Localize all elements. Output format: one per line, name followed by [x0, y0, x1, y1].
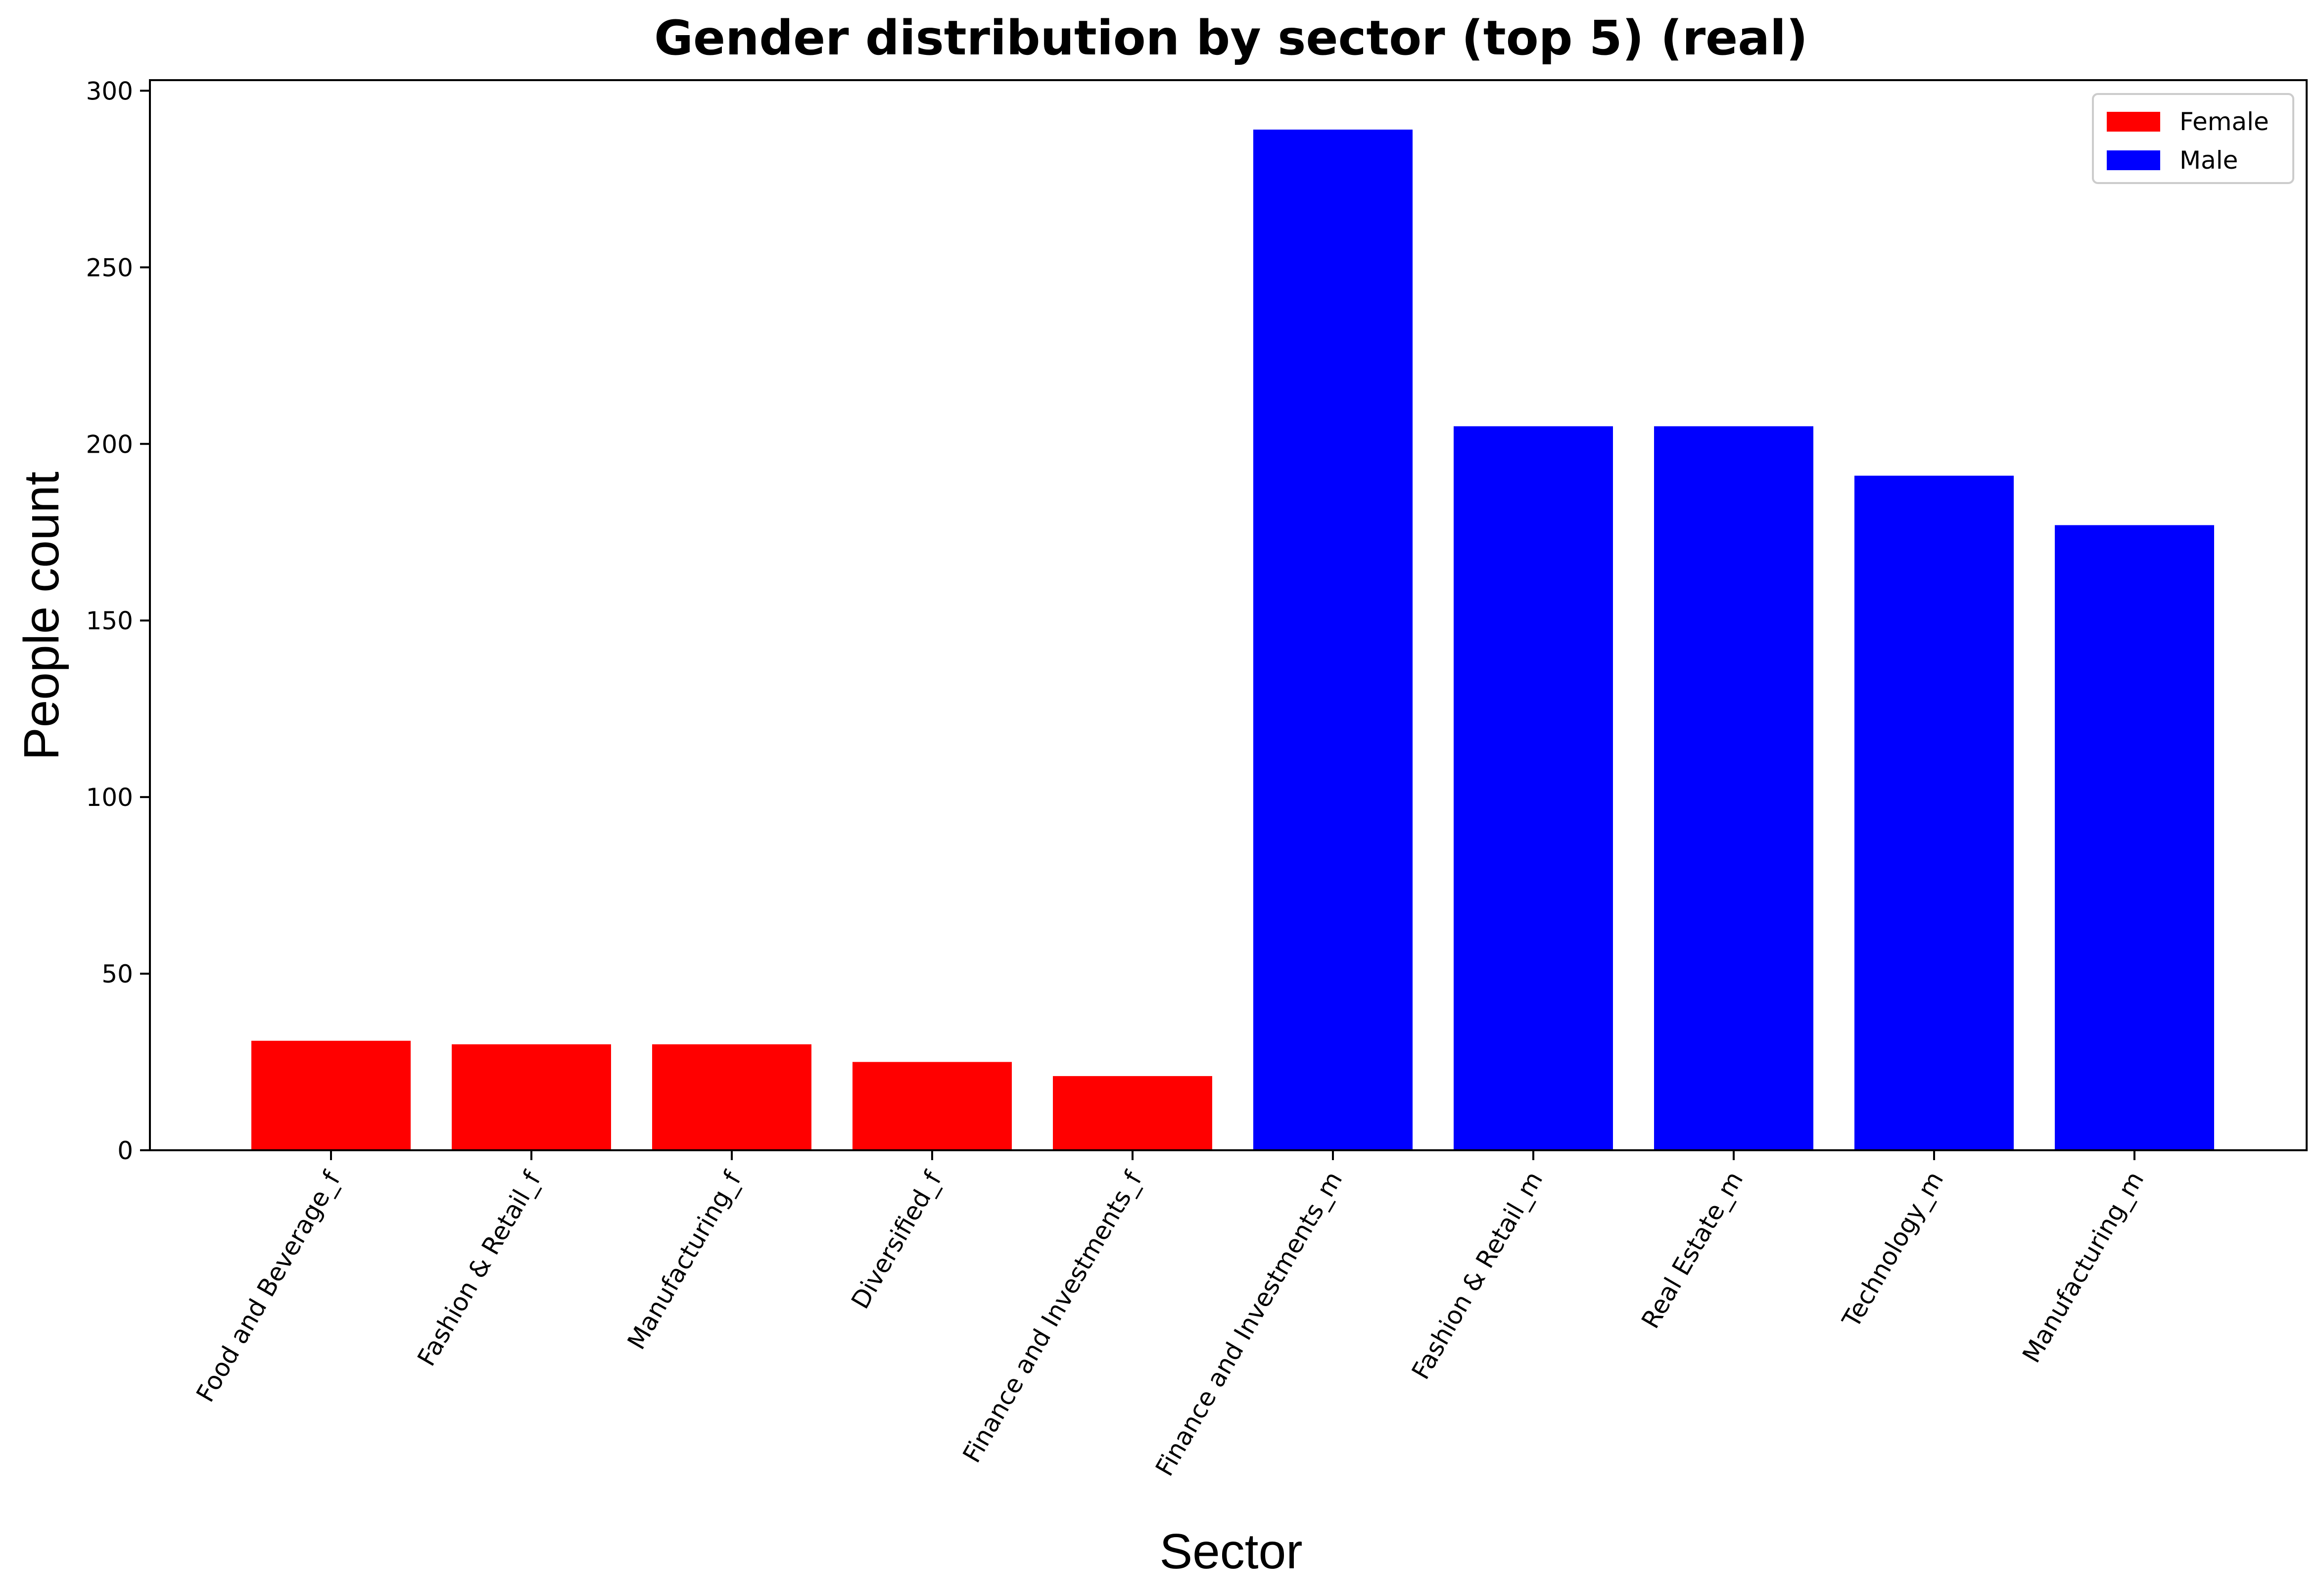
x-tick-label: Fashion & Retail_m	[1406, 1167, 1548, 1384]
legend-label-female: Female	[2179, 107, 2269, 136]
bar-male-5	[1253, 129, 1413, 1150]
bar-male-7	[1654, 426, 1813, 1150]
legend-swatch-female	[2107, 112, 2160, 132]
x-tick-label: Manufacturing_m	[2017, 1167, 2149, 1367]
x-tick-label: Food and Beverage_f	[190, 1166, 346, 1407]
x-axis-label: Sector	[1159, 1524, 1302, 1579]
legend: Female Male	[2092, 93, 2294, 184]
x-tick-label: Manufacturing_f	[622, 1166, 747, 1355]
bar-male-9	[2055, 525, 2214, 1150]
plot-frame	[149, 79, 2308, 1151]
legend-swatch-male	[2107, 150, 2160, 170]
bar-female-3	[852, 1062, 1012, 1150]
x-tick-label: Diversified_f	[846, 1166, 947, 1314]
bar-female-1	[452, 1044, 611, 1150]
chart-title: Gender distribution by sector (top 5) (r…	[654, 10, 1808, 66]
bar-male-6	[1454, 426, 1613, 1150]
y-axis: 0 50 100 150 200 250 300	[86, 77, 150, 1165]
bar-male-8	[1854, 475, 2014, 1150]
x-tick-label: Technology_m	[1837, 1167, 1949, 1333]
x-axis: Food and Beverage_f Fashion & Retail_f Man…	[190, 1150, 2149, 1481]
x-tick-label: Real Estate_m	[1636, 1167, 1749, 1333]
legend-label-male: Male	[2179, 146, 2238, 175]
y-tick-label: 100	[86, 783, 133, 812]
x-tick-label: Finance and Investments_m	[1150, 1167, 1348, 1481]
y-tick-label: 200	[86, 430, 133, 459]
y-tick-label: 250	[86, 253, 133, 282]
bars-group	[251, 129, 2214, 1150]
x-tick-label: Fashion & Retail_f	[412, 1166, 547, 1371]
y-tick-label: 0	[117, 1136, 133, 1165]
y-axis-label: People count	[14, 471, 69, 760]
y-tick-label: 150	[86, 607, 133, 635]
bar-female-2	[652, 1044, 811, 1150]
bar-female-4	[1053, 1076, 1212, 1150]
x-tick-label: Finance and Investments_f	[957, 1166, 1148, 1468]
bar-female-0	[251, 1040, 411, 1150]
y-tick-label: 300	[86, 77, 133, 105]
y-tick-label: 50	[101, 960, 133, 988]
